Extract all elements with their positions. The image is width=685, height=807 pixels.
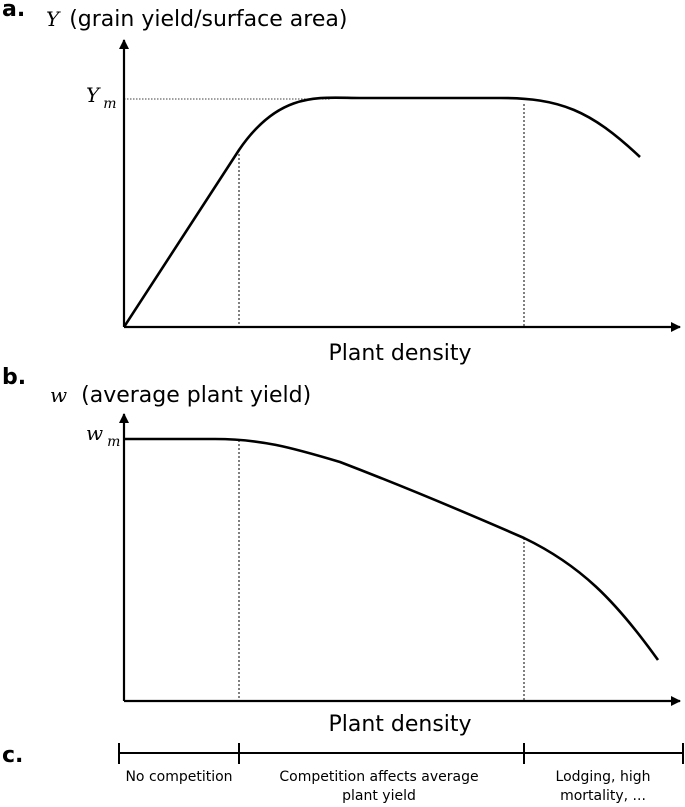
panel-a-max-subscript: m <box>103 96 116 112</box>
panel-c: c. No competition Competition affects av… <box>2 743 684 804</box>
panel-b-y-variable: w <box>50 383 67 407</box>
panel-b-x-label: Plant density <box>328 712 471 737</box>
panel-b-y-description: (average plant yield) <box>81 383 311 408</box>
panel-a-label: a. <box>2 0 25 22</box>
phase-competition-line-2: plant yield <box>342 788 416 804</box>
panel-a: a. Y (grain yield/surface area) Y m Plan… <box>2 0 681 366</box>
panel-a-max-label: Y m <box>86 83 116 112</box>
panel-b: b. w (average plant yield) w m Plant den… <box>2 365 681 737</box>
panel-b-max-label: w m <box>86 421 120 450</box>
panel-a-y-variable: Y <box>46 7 61 31</box>
panel-a-yield-curve <box>122 96 641 328</box>
panel-b-max-subscript: m <box>107 434 120 450</box>
panel-b-y-axis-title: w (average plant yield) <box>50 383 311 408</box>
phase-no-competition: No competition <box>125 769 232 785</box>
panel-b-label: b. <box>2 365 26 390</box>
panel-a-x-label: Plant density <box>328 341 471 366</box>
panel-b-plant-yield-curve <box>124 437 660 661</box>
phase-lodging-line-2: mortality, ... <box>560 788 646 804</box>
panel-a-y-axis-title: Y (grain yield/surface area) <box>46 7 347 32</box>
phase-lodging-line-1: Lodging, high <box>556 769 651 785</box>
panel-a-max-variable: Y <box>86 83 101 107</box>
panel-b-max-variable: w <box>86 421 103 445</box>
panel-c-label: c. <box>2 743 23 768</box>
phase-competition-line-1: Competition affects average <box>279 769 478 785</box>
panel-a-y-description: (grain yield/surface area) <box>69 7 347 32</box>
